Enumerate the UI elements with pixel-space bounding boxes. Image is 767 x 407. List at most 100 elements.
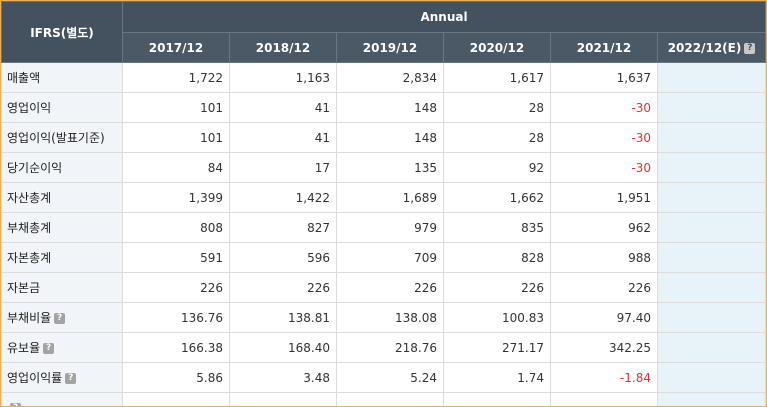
value-cell: 5.24 (336, 362, 444, 393)
value-cell: 2,834 (336, 62, 444, 93)
table-row: 당기순이익 84 17 135 92 -30 (1, 152, 766, 183)
row-label-cell: 영업이익 (1, 92, 123, 123)
row-label-cell: 당기순이익 (1, 152, 123, 183)
table-row: 자본총계 591 596 709 828 988 (1, 242, 766, 273)
value-cell: 5.86 (122, 362, 230, 393)
value-cell: 148 (336, 122, 444, 153)
value-cell: 596 (229, 242, 337, 273)
year-header: 2018/12 (229, 32, 337, 63)
row-label-cell: 영업이익(발표기준) (1, 122, 123, 153)
estimate-year-header: 2022/12(E)? (656, 32, 766, 63)
row-label: 부채비율 (7, 311, 52, 325)
value-cell: 1,951 (550, 182, 658, 213)
value-cell: 3.48 (229, 362, 337, 393)
estimate-cell (656, 392, 766, 406)
value-cell: 136.76 (122, 302, 230, 333)
question-mark-icon[interactable]: ? (43, 343, 55, 354)
value-cell: 84 (122, 152, 230, 183)
table-row: 자산총계 1,399 1,422 1,689 1,662 1,951 (1, 182, 766, 213)
estimate-cell (656, 272, 766, 303)
table-row: 부채비율? 136.76 138.81 138.08 100.83 97.40 (1, 302, 766, 333)
row-label: 자산총계 (7, 191, 52, 205)
row-label-cell: 부채비율? (1, 302, 123, 333)
value-cell: 28 (443, 92, 551, 123)
value-cell: -30 (550, 152, 658, 183)
row-label-cell: 자본총계 (1, 242, 123, 273)
row-label-cell: 유보율? (1, 332, 123, 363)
year-header-row: 2017/12 2018/12 2019/12 2020/12 2021/12 … (2, 32, 766, 63)
row-label: 영업이익(발표기준) (7, 131, 105, 145)
value-cell: 226 (336, 272, 444, 303)
estimate-cell (656, 122, 766, 153)
value-cell: 979 (336, 212, 444, 243)
value-cell: 166.38 (122, 332, 230, 363)
value-cell: 1,689 (336, 182, 444, 213)
value-cell: 100.83 (443, 302, 551, 333)
year-header: 2020/12 (443, 32, 551, 63)
question-mark-icon[interactable]: ? (65, 373, 77, 384)
table-row: 영업이익률? 5.86 3.48 5.24 1.74 -1.84 (1, 362, 766, 393)
value-cell: 135 (336, 152, 444, 183)
value-cell: 835 (443, 212, 551, 243)
row-label-cell: 자본금 (1, 272, 123, 303)
value-cell: 988 (550, 242, 658, 273)
value-cell: 148 (336, 92, 444, 123)
value-cell: 1,617 (443, 62, 551, 93)
value-cell: 41 (229, 122, 337, 153)
value-cell: 1,399 (122, 182, 230, 213)
financial-rows: 매출액 1,722 1,163 2,834 1,617 1,637 영업이익 101 41 148… (1, 62, 766, 406)
value-cell: -1.84 (550, 362, 658, 393)
value-cell: 92 (443, 152, 551, 183)
year-header: 2019/12 (336, 32, 444, 63)
table-row: 유보율? 166.38 168.40 218.76 271.17 342.25 (1, 332, 766, 363)
value-cell: 226 (229, 272, 337, 303)
value-cell: 226 (550, 272, 658, 303)
row-label-cell: 부채총계 (1, 212, 123, 243)
year-header: 2021/12 (550, 32, 658, 63)
value-cell: 271.17 (443, 332, 551, 363)
value-cell: 1,662 (443, 182, 551, 213)
value-cell: 828 (443, 242, 551, 273)
table-row: 부채총계 808 827 979 835 962 (1, 212, 766, 243)
question-mark-icon[interactable]: ? (744, 42, 756, 54)
value-cell: 138.08 (336, 302, 444, 333)
value-cell: 342.25 (550, 332, 658, 363)
question-mark-icon[interactable]: ? (54, 313, 66, 324)
estimate-cell (656, 212, 766, 243)
value-cell: 827 (229, 212, 337, 243)
value-cell: 226 (122, 272, 230, 303)
row-label: 유보율 (7, 341, 41, 355)
row-label: 영업이익 (7, 101, 52, 115)
value-cell: -30 (550, 122, 658, 153)
row-label: 자본금 (7, 281, 41, 295)
value-cell: 1,637 (550, 62, 658, 93)
row-label-cell: 매출액 (1, 62, 123, 93)
estimate-cell (656, 152, 766, 183)
value-cell: 168.40 (229, 332, 337, 363)
value-cell: 808 (122, 212, 230, 243)
question-mark-icon[interactable]: ? (10, 402, 21, 406)
value-cell: 28 (443, 122, 551, 153)
row-label: 매출액 (7, 71, 41, 85)
table-row: 영업이익(발표기준) 101 41 148 28 -30 (1, 122, 766, 153)
row-label-cell: ? (1, 392, 123, 406)
value-cell: 41 (229, 92, 337, 123)
value-cell: 1.74 (443, 362, 551, 393)
value-cell (229, 392, 337, 406)
estimate-cell (656, 62, 766, 93)
value-cell: 17 (229, 152, 337, 183)
value-cell: 226 (443, 272, 551, 303)
row-label-cell: 영업이익률? (1, 362, 123, 393)
table-row: ? (1, 392, 766, 406)
estimate-cell (656, 302, 766, 333)
value-cell: 709 (336, 242, 444, 273)
value-cell: 1,163 (229, 62, 337, 93)
table-row: 영업이익 101 41 148 28 -30 (1, 92, 766, 123)
row-label: 부채총계 (7, 221, 52, 235)
row-label-cell: 자산총계 (1, 182, 123, 213)
value-cell: 218.76 (336, 332, 444, 363)
value-cell: 591 (122, 242, 230, 273)
value-cell (122, 392, 230, 406)
